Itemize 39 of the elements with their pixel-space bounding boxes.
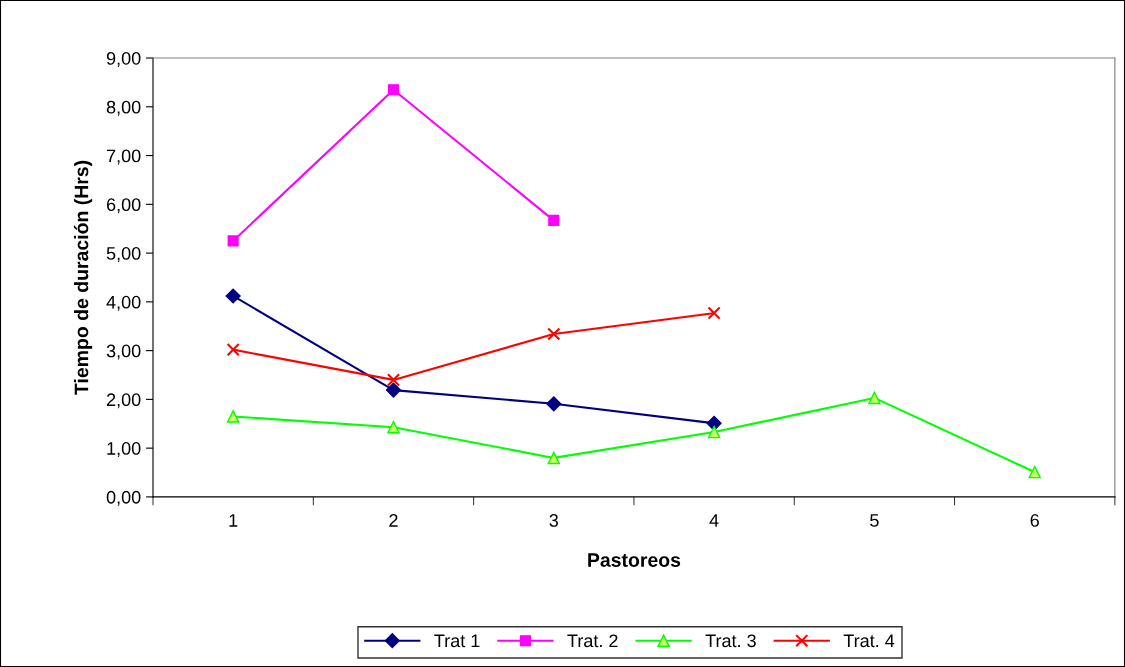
point [385,382,402,398]
point [386,373,401,387]
legend-label: Trat 1 [434,634,480,648]
y-tick-label: 0,00 [106,490,141,506]
x-tick-label: 2 [389,514,398,527]
point [225,288,241,304]
point [868,391,881,405]
y-axis-title: Tiempo de duración (Hrs) [73,160,93,395]
point [707,306,721,320]
x-tick-label: 1 [229,514,238,527]
point [707,425,721,439]
point [706,415,722,431]
point [547,327,561,341]
y-tick-label: 6,00 [106,198,141,214]
point [226,410,240,423]
x-tick-label: 4 [709,514,719,527]
legend-label: Trat. 3 [705,634,756,648]
y-tick-label: 8,00 [106,100,141,116]
x-tick-label: 3 [549,514,559,527]
point [1028,465,1041,479]
x-tick-label: 5 [870,514,879,527]
point [546,396,562,412]
y-tick-label: 9,00 [106,51,141,67]
y-tick-label: 5,00 [106,247,141,262]
x-tick-label: 6 [1030,514,1039,527]
legend-label: Trat. 2 [567,634,618,648]
legend-label: Trat. 4 [843,634,895,648]
y-tick-label: 1,00 [107,442,141,457]
point [547,451,561,465]
point [548,214,560,226]
y-tick-label: 7,00 [106,149,141,165]
y-tick-label: 4,00 [106,295,141,311]
y-tick-label: 2,00 [106,393,141,409]
point [226,343,240,357]
point [227,235,239,247]
x-axis-title: Pastoreos [588,553,681,567]
point [387,84,400,96]
point [387,420,400,434]
y-tick-label: 3,00 [106,344,141,360]
